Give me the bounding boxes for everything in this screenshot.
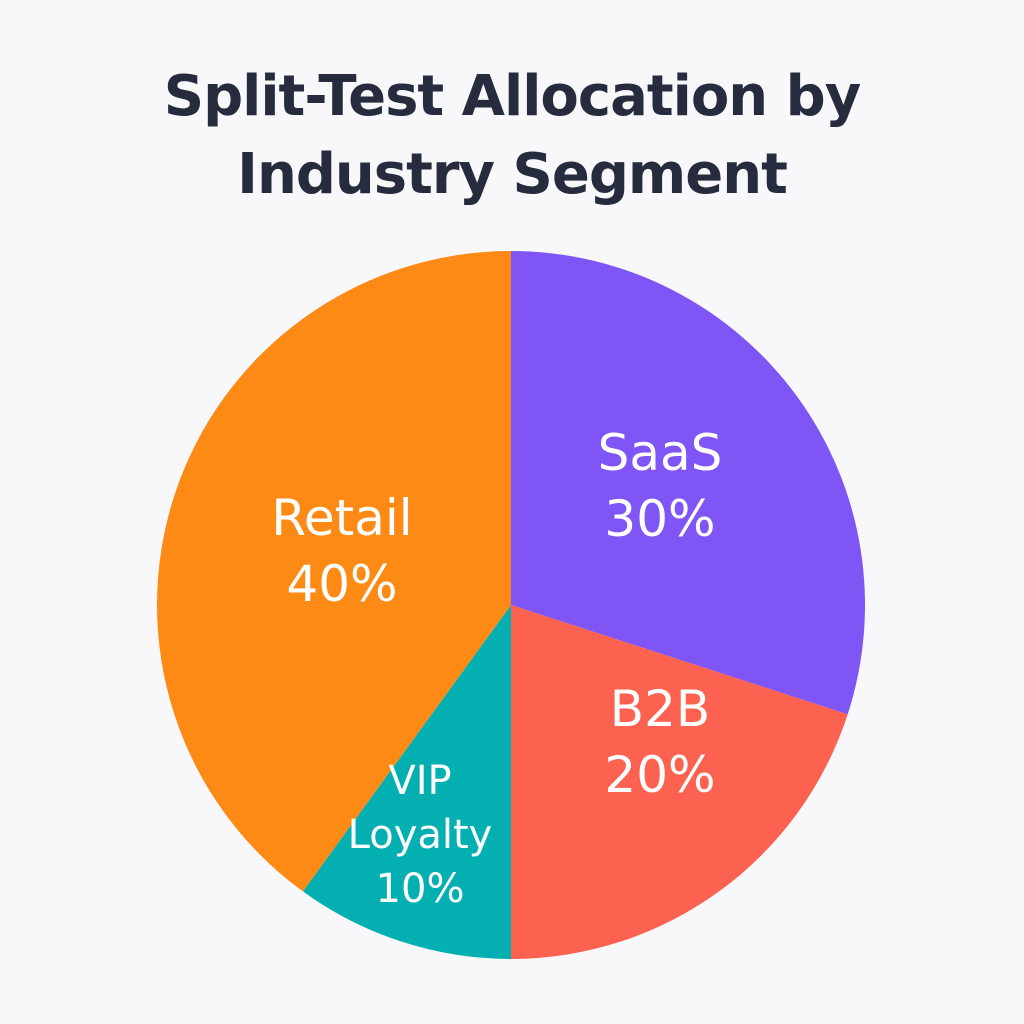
slice-value-b2b: 20% xyxy=(604,746,715,804)
pie-slice-saas xyxy=(511,251,865,715)
chart-title-line-2: Industry Segment xyxy=(237,142,788,207)
slice-label-b2b: B2B xyxy=(610,680,710,738)
pie-slice-b2b xyxy=(511,605,848,959)
slice-label-retail: Retail xyxy=(271,489,412,547)
pie-slice-vip-loyalty xyxy=(302,605,511,959)
pie-slice-retail xyxy=(156,251,511,892)
slice-value-saas: 30% xyxy=(604,490,715,548)
chart-title: Split-Test Allocation by Industry Segmen… xyxy=(0,58,1024,214)
chart-title-line-1: Split-Test Allocation by xyxy=(163,64,862,129)
slice-value-vip-loyalty: 10% xyxy=(376,866,465,912)
slice-label-saas: SaaS xyxy=(598,424,723,482)
slice-label-vip-loyalty-1: VIP xyxy=(388,758,451,804)
slice-value-retail: 40% xyxy=(286,555,397,613)
slice-label-vip-loyalty-2: Loyalty xyxy=(348,812,493,858)
